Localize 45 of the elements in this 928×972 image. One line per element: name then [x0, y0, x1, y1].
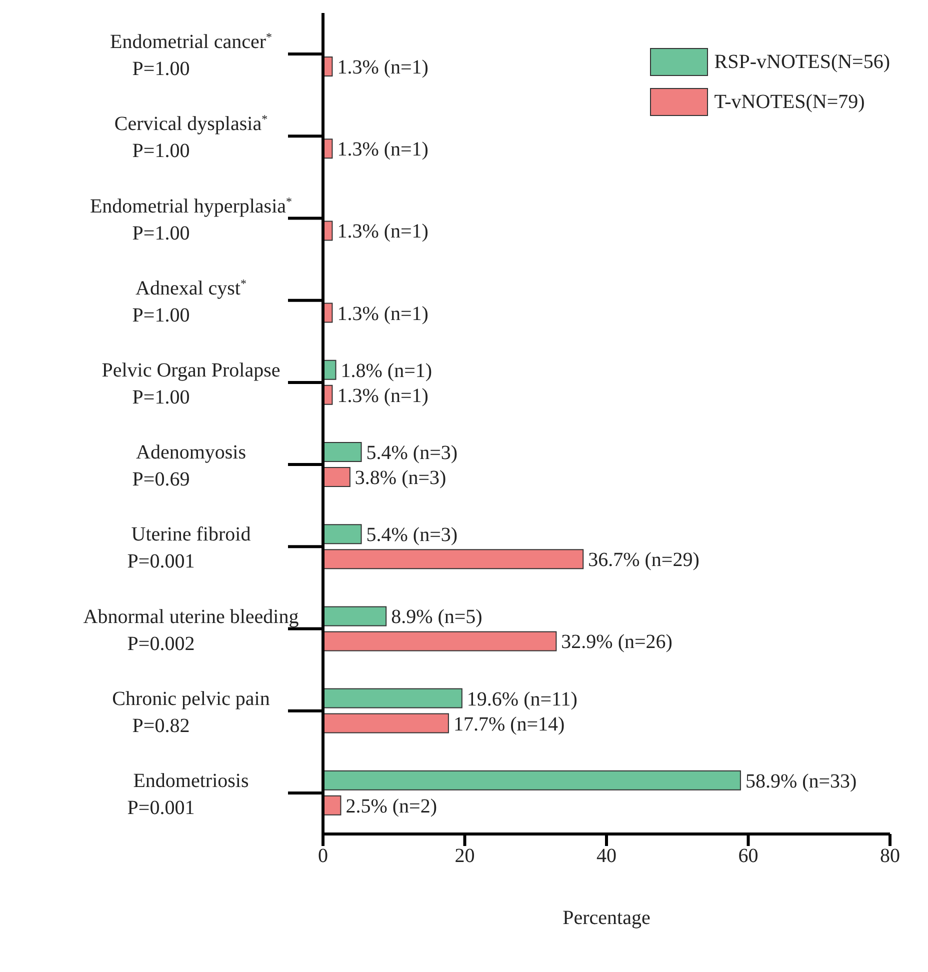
bar — [323, 467, 350, 487]
category-label: Adnexal cyst$^{*}$ P=1.00 — [132, 276, 246, 326]
bar — [323, 442, 362, 462]
data-label: 58.9% (n=33) — [745, 770, 857, 792]
category-label: Endometrial cancer$^{*}$ P=1.00 — [110, 30, 272, 80]
x-tick-label: 80 — [880, 845, 900, 868]
data-label: 5.4% (n=3) — [366, 442, 458, 464]
data-label: 1.3% (n=1) — [337, 220, 428, 243]
y-tick-label: Uterine fibroid P=0.001 — [127, 524, 251, 573]
data-label: 5.4% (n=3) — [366, 524, 458, 546]
bar — [323, 631, 557, 652]
y-tick-label: Abnormal uterine bleeding P=0.002 — [83, 606, 299, 655]
category-label: Endometrial hyperplasia$^{*}$ P=1.00 — [90, 194, 292, 244]
data-label: 3.8% (n=3) — [354, 467, 446, 489]
bar — [323, 524, 362, 544]
x-tick-label: 20 — [454, 845, 475, 868]
data-label: 17.7% (n=14) — [453, 713, 565, 736]
data-label: 1.8% (n=1) — [340, 360, 432, 382]
bar — [323, 713, 449, 734]
bar — [323, 688, 462, 708]
data-label: 8.9% (n=5) — [391, 606, 482, 628]
data-label: 1.3% (n=1) — [337, 138, 428, 161]
y-tick-label: Adenomyosis P=0.69 — [132, 442, 246, 491]
y-tick-label: Chronic pelvic pain P=0.82 — [112, 688, 270, 737]
x-axis-title: Percentage — [562, 907, 650, 929]
data-label: 2.5% (n=2) — [346, 795, 437, 818]
category-label: Cervical dysplasia$^{*}$ P=1.00 — [114, 112, 268, 162]
bar — [323, 770, 741, 790]
y-tick-label: Endometriosis P=0.001 — [127, 770, 249, 819]
legend-label: T-vNOTES(N=79) — [714, 90, 865, 114]
data-label: 36.7% (n=29) — [588, 549, 700, 572]
x-tick-label: 60 — [738, 845, 758, 868]
data-label: 1.3% (n=1) — [337, 56, 428, 78]
bar — [323, 606, 387, 626]
y-tick-label: Pelvic Organ Prolapse P=1.00 — [102, 359, 280, 408]
x-tick-label: 40 — [596, 845, 616, 868]
legend-label: RSP-vNOTES(N=56) — [714, 50, 890, 74]
data-label: 19.6% (n=11) — [466, 688, 578, 710]
data-label: 1.3% (n=1) — [337, 302, 428, 325]
bar — [323, 549, 584, 570]
data-label: 1.3% (n=1) — [337, 384, 428, 407]
data-label: 32.9% (n=26) — [561, 631, 672, 654]
bar — [323, 795, 342, 816]
bar — [323, 360, 336, 380]
x-tick-label: 0 — [318, 845, 328, 868]
